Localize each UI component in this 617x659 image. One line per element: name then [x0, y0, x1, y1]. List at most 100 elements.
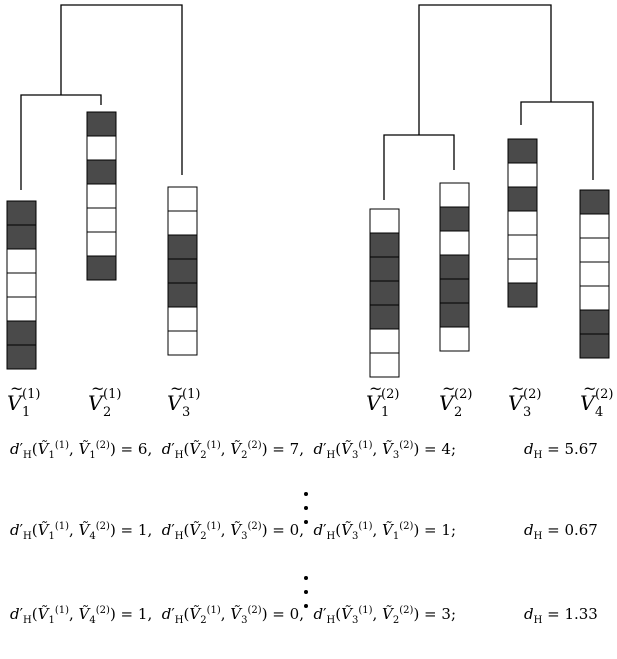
- distance-term-3: d′H(Ṽ3(1), Ṽ1(2)) = 1: [313, 521, 451, 542]
- left-vector-3-cell-5: [167, 282, 198, 308]
- right-label-3: V~3 (2): [508, 379, 541, 420]
- left-tree: V~1(1) V~2(1) V~3(1): [6, 4, 200, 420]
- right-tree-root-branch: [418, 4, 552, 135]
- left-tree-root-branch: [60, 4, 183, 175]
- right-vector-1-cell-5: [369, 304, 400, 330]
- left-vector-1-cell-6: [6, 320, 37, 346]
- ellipsis-dots-2: [304, 576, 310, 618]
- svg-text:~: ~: [369, 379, 382, 398]
- left-vector-1-cell-4: [6, 272, 37, 298]
- right-vector-3-cell-4: [507, 210, 538, 236]
- right-label-4: V~4 (2): [580, 379, 613, 420]
- right-vector-2-cell-1: [439, 182, 470, 208]
- svg-text:(2): (2): [595, 387, 613, 402]
- right-vector-3-cell-6: [507, 258, 538, 284]
- right-vector-3: [507, 138, 538, 308]
- left-vector-2-cell-6: [86, 231, 117, 257]
- left-vector-2-cell-4: [86, 183, 117, 209]
- right-vector-2-cell-7: [439, 326, 470, 352]
- right-tree: V~1(2) V~2(2) V~3(2) V~4(2): [366, 4, 613, 420]
- right-vector-2-cell-2: [439, 206, 470, 232]
- left-vector-2-cell-3: [86, 159, 117, 185]
- hamming-result: dH = 0.67: [524, 521, 598, 542]
- svg-text:(1): (1): [182, 387, 200, 402]
- svg-text:~: ~: [10, 379, 23, 398]
- left-vector-1: [6, 200, 37, 370]
- right-vector-3-cell-1: [507, 138, 538, 164]
- svg-text:V: V: [7, 391, 24, 415]
- right-vector-3-cell-5: [507, 234, 538, 260]
- svg-text:V: V: [439, 391, 456, 415]
- right-vector-2-cell-4: [439, 254, 470, 280]
- distance-term-1: d′H(Ṽ1(1), Ṽ4(2)) = 1: [10, 521, 148, 542]
- distance-term-1: d′H(Ṽ1(1), Ṽ4(2)) = 1: [10, 605, 148, 626]
- right-vector-1-cell-3: [369, 256, 400, 282]
- svg-text:4: 4: [595, 405, 603, 420]
- left-vector-3-cell-4: [167, 258, 198, 284]
- right-vector-4-cell-6: [579, 309, 610, 335]
- left-vector-3: [167, 186, 198, 356]
- left-vector-3-cell-3: [167, 234, 198, 260]
- right-vector-4-cell-4: [579, 261, 610, 287]
- svg-text:V: V: [580, 391, 597, 415]
- left-vector-2-cell-7: [86, 255, 117, 281]
- distance-term-2: d′H(Ṽ2(1), Ṽ3(2)) = 0: [161, 605, 300, 626]
- left-vector-1-cell-7: [6, 344, 37, 370]
- svg-text:(1): (1): [22, 387, 40, 402]
- equation-row-2: d′H(Ṽ1(1), Ṽ4(2)) = 1, d′H(Ṽ2(1), Ṽ3…: [10, 521, 598, 542]
- hamming-result: dH = 5.67: [524, 440, 598, 461]
- left-vector-3-cell-1: [167, 186, 198, 212]
- right-vector-1-cell-6: [369, 328, 400, 354]
- svg-text:(2): (2): [381, 387, 399, 402]
- distance-term-2: d′H(Ṽ2(1), Ṽ3(2)) = 0: [161, 521, 300, 542]
- left-vector-1-cell-1: [6, 200, 37, 226]
- right-vector-3-cell-3: [507, 186, 538, 212]
- right-vector-4-cell-5: [579, 285, 610, 311]
- left-vector-2: [86, 111, 117, 281]
- svg-text:(2): (2): [523, 387, 541, 402]
- svg-text:1: 1: [381, 405, 389, 420]
- left-vector-1-cell-2: [6, 224, 37, 250]
- svg-text:~: ~: [583, 379, 596, 398]
- svg-text:1: 1: [22, 405, 30, 420]
- svg-text:3: 3: [523, 405, 531, 420]
- right-vector-4-cell-3: [579, 237, 610, 263]
- left-vector-3-cell-2: [167, 210, 198, 236]
- dendrogram-diagram: V~1(1) V~2(1) V~3(1) V~1(2) V~2(2) V~3(2) V~4…: [6, 4, 613, 420]
- right-vector-1-cell-1: [369, 208, 400, 234]
- right-vector-4-cell-2: [579, 213, 610, 239]
- right-vector-2-cell-3: [439, 230, 470, 256]
- svg-text:V: V: [88, 391, 105, 415]
- left-tree-inner-branch: [20, 94, 102, 190]
- left-vector-2-cell-1: [86, 111, 117, 137]
- right-vector-2-cell-5: [439, 278, 470, 304]
- left-label-3: V~3 (1): [167, 379, 200, 420]
- right-vector-2-cell-6: [439, 302, 470, 328]
- right-tree-inner-left-branch: [383, 134, 455, 200]
- svg-text:~: ~: [442, 379, 455, 398]
- left-vector-3-cell-7: [167, 330, 198, 356]
- right-vector-4-cell-1: [579, 189, 610, 215]
- distance-term-3: d′H(Ṽ3(1), Ṽ2(2)) = 3: [313, 605, 451, 626]
- svg-text:~: ~: [511, 379, 524, 398]
- distance-term-3: d′H(Ṽ3(1), Ṽ3(2)) = 4: [313, 440, 451, 461]
- equation-row-1: d′H(Ṽ1(1), Ṽ1(2)) = 6, d′H(Ṽ2(1), Ṽ2…: [10, 440, 598, 461]
- svg-text:V: V: [508, 391, 525, 415]
- hamming-result: dH = 1.33: [524, 605, 598, 626]
- svg-text:2: 2: [103, 405, 111, 420]
- svg-text:3: 3: [182, 405, 190, 420]
- equation-row-3: d′H(Ṽ1(1), Ṽ4(2)) = 1, d′H(Ṽ2(1), Ṽ3…: [10, 605, 598, 626]
- left-vector-2-cell-2: [86, 135, 117, 161]
- right-vector-4-cell-7: [579, 333, 610, 359]
- right-vector-3-cell-2: [507, 162, 538, 188]
- distance-term-2: d′H(Ṽ2(1), Ṽ2(2)) = 7: [161, 440, 300, 461]
- right-vector-1-cell-2: [369, 232, 400, 258]
- svg-text:(2): (2): [454, 387, 472, 402]
- svg-text:2: 2: [454, 405, 462, 420]
- right-label-2: V~2 (2): [439, 379, 472, 420]
- right-vector-1-cell-7: [369, 352, 400, 378]
- left-vector-1-cell-3: [6, 248, 37, 274]
- svg-text:(1): (1): [103, 387, 121, 402]
- svg-text:V: V: [167, 391, 184, 415]
- right-vector-2: [439, 182, 470, 352]
